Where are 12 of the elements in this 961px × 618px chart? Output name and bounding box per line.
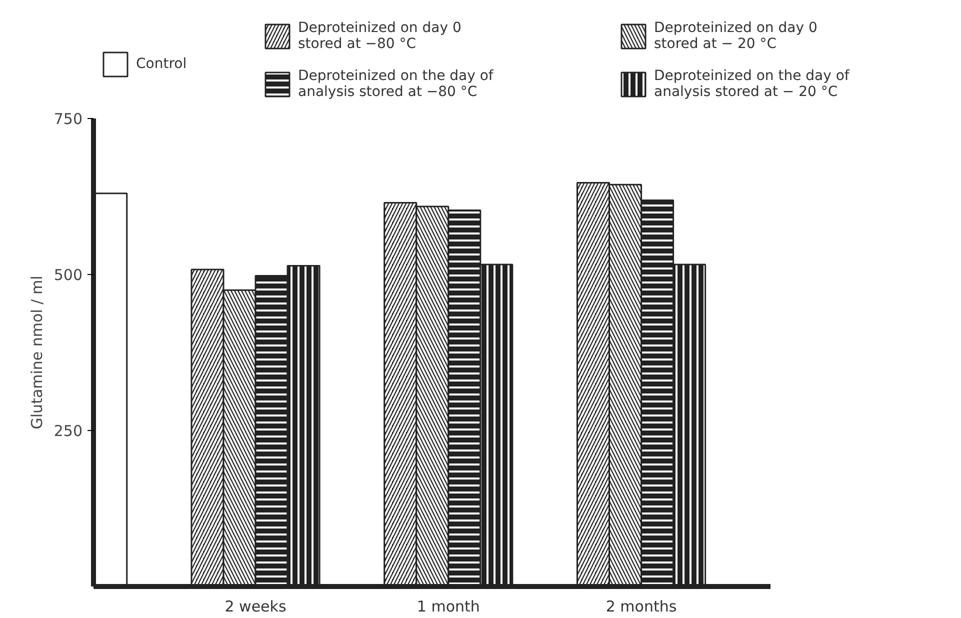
legend-label: Deproteinized on day 0 stored at −80 °C [298, 19, 462, 54]
y-axis-title: Glutamine nmol / ml [28, 276, 46, 430]
x-tick-label: 1 month [416, 598, 480, 616]
x-tick-label: 2 months [606, 598, 677, 616]
y-tick-label: 500 [54, 266, 83, 284]
x-tick-label: 2 weeks [224, 598, 286, 616]
legend-label: Control [136, 55, 188, 74]
y-tick-label: 750 [54, 110, 83, 128]
legend-label: Deproteinized on the day of analysis stored at −80 °C [298, 67, 494, 102]
y-tick-label: 250 [54, 422, 83, 440]
legend-label: Deproteinized on day 0 stored at − 20 °C [654, 19, 818, 54]
legend-label: Deproteinized on the day of analysis stored at − 20 °C [654, 67, 850, 102]
